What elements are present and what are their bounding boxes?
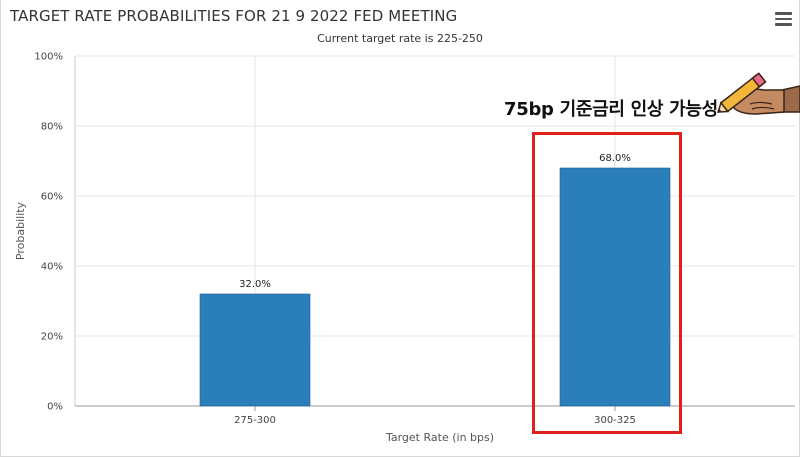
y-tick-label: 0% bbox=[47, 402, 63, 413]
bar-value-label: 68.0% bbox=[599, 153, 631, 164]
x-tick-label: 300-325 bbox=[594, 415, 636, 426]
y-tick-label: 80% bbox=[41, 122, 63, 133]
y-tick-label: 100% bbox=[34, 52, 63, 63]
chart-labels: 0% 20% 40% 60% 80% 100% 32.0% 275-300 68.0% 300-3… bbox=[34, 52, 635, 427]
highlight-box bbox=[532, 132, 682, 434]
hamburger-menu-icon[interactable] bbox=[775, 12, 792, 26]
y-axis-title: Probability bbox=[14, 201, 27, 260]
y-tick-label: 60% bbox=[41, 192, 63, 203]
annotation-text: 75bp 기준금리 인상 가능성 bbox=[504, 99, 718, 120]
x-tick-label: 275-300 bbox=[234, 415, 276, 426]
bar-275-300[interactable] bbox=[199, 293, 311, 407]
bar-300-325[interactable] bbox=[559, 167, 671, 407]
chart-title: TARGET RATE PROBABILITIES FOR 21 9 2022 … bbox=[10, 7, 458, 25]
chart-subtitle: Current target rate is 225-250 bbox=[317, 32, 483, 45]
bar-value-label: 32.0% bbox=[239, 279, 271, 290]
y-tick-label: 20% bbox=[41, 332, 63, 343]
chart-bars bbox=[199, 167, 671, 407]
pencil-hand-icon bbox=[717, 72, 800, 115]
y-tick-label: 40% bbox=[41, 262, 63, 273]
x-axis-title: Target Rate (in bps) bbox=[385, 431, 494, 444]
chart-axes bbox=[74, 56, 795, 411]
